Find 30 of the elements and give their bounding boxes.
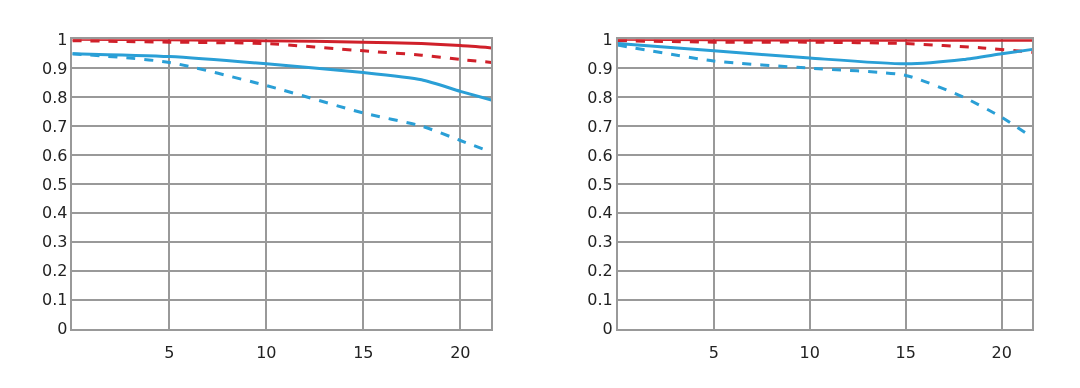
y-tick-label: 0.2	[587, 261, 613, 281]
y-tick-label: 0.7	[587, 116, 613, 136]
y-tick-label: 0.4	[587, 203, 613, 223]
y-tick-label: 0.8	[41, 87, 68, 107]
y-tick-label: 0.3	[587, 232, 613, 252]
y-tick-label: 0.7	[41, 116, 68, 136]
y-tick-label: 0.9	[587, 58, 613, 78]
y-tick-label: 1	[57, 29, 68, 49]
y-tick-label: 1	[602, 29, 613, 49]
x-tick-label: 20	[991, 342, 1012, 362]
y-tick-label: 0.5	[587, 174, 613, 194]
y-tick-label: 0.6	[41, 145, 68, 165]
y-tick-label: 0	[602, 319, 613, 339]
y-tick-label: 0.1	[587, 290, 613, 310]
x-tick-label: 10	[256, 342, 277, 362]
x-tick-label: 15	[895, 342, 916, 362]
y-tick-label: 0.4	[41, 203, 68, 223]
y-tick-label: 0.9	[41, 58, 68, 78]
x-tick-label: 10	[799, 342, 820, 362]
x-tick-label: 20	[450, 342, 471, 362]
y-tick-label: 0.3	[41, 232, 68, 252]
y-tick-label: 0.1	[41, 290, 68, 310]
x-tick-label: 15	[353, 342, 374, 362]
y-tick-label: 0.5	[41, 174, 68, 194]
y-tick-label: 0	[57, 319, 68, 339]
y-tick-label: 0.2	[41, 261, 68, 281]
y-tick-label: 0.6	[587, 145, 613, 165]
x-tick-label: 5	[164, 342, 175, 362]
y-tick-label: 0.8	[587, 87, 613, 107]
x-tick-label: 5	[708, 342, 719, 362]
